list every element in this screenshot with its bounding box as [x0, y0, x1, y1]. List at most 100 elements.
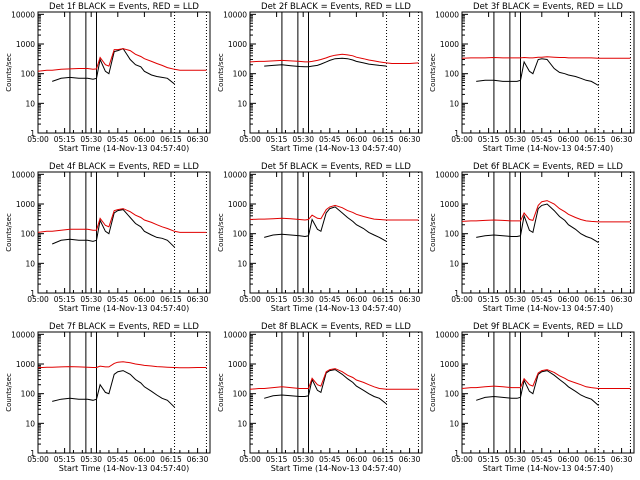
lld-series-line: [249, 53, 419, 64]
y-tick-label: 10: [25, 259, 35, 268]
x-tick-label: 06:00: [558, 295, 580, 304]
chart-title: Det 1f BLACK = Events, RED = LLD: [49, 2, 199, 12]
x-tick-label: 05:00: [239, 135, 261, 144]
y-axis-label: Counts/sec: [5, 53, 13, 92]
events-series-line: [476, 58, 599, 86]
chart-panel: Det 5f BLACK = Events, RED = LLD 1 10 100 10…: [217, 162, 423, 313]
events-series-line: [264, 206, 387, 242]
x-tick-label: 06:30: [611, 455, 633, 464]
plot-frame: [249, 171, 423, 294]
y-axis-label: Counts/sec: [217, 213, 225, 252]
x-tick-label: 06:15: [160, 455, 182, 464]
y-tick-label: 1000: [228, 360, 247, 369]
y-axis-label: Counts/sec: [217, 53, 225, 92]
x-tick-label: 05:00: [27, 135, 49, 144]
x-tick-label: 06:30: [187, 295, 209, 304]
x-tick-label: 05:30: [292, 295, 314, 304]
lld-series-line: [37, 361, 207, 369]
x-tick-label: 05:00: [239, 295, 261, 304]
lld-series-line: [461, 56, 631, 59]
y-tick-label: 1000: [228, 40, 247, 49]
chart-panel: Det 2f BLACK = Events, RED = LLD 1 10 100 10…: [217, 2, 423, 153]
y-tick-label: 100: [21, 230, 36, 239]
y-tick-label: 100: [445, 70, 460, 79]
y-tick-label: 100: [233, 70, 248, 79]
chart-title: Det 7f BLACK = Events, RED = LLD: [49, 322, 199, 332]
y-axis-label: Counts/sec: [429, 373, 437, 412]
x-tick-label: 05:30: [504, 135, 526, 144]
x-axis-label: Start Time (14-Nov-13 04:57:40): [59, 144, 189, 153]
x-tick-label: 06:00: [134, 455, 156, 464]
events-series-line: [476, 370, 599, 406]
lld-series-line: [461, 200, 631, 223]
y-tick-label: 1000: [440, 40, 459, 49]
events-series-line: [264, 57, 387, 68]
x-tick-label: 06:15: [372, 455, 394, 464]
y-tick-label: 100: [21, 70, 36, 79]
y-axis-label: Counts/sec: [429, 213, 437, 252]
x-tick-label: 06:15: [160, 135, 182, 144]
chart-title: Det 9f BLACK = Events, RED = LLD: [473, 322, 623, 332]
x-tick-label: 05:15: [54, 295, 76, 304]
x-tick-label: 06:15: [584, 295, 606, 304]
y-tick-label: 10000: [11, 170, 35, 179]
chart-title: Det 6f BLACK = Events, RED = LLD: [473, 162, 623, 172]
events-series-line: [52, 209, 175, 248]
y-tick-label: 1: [30, 289, 35, 298]
x-tick-label: 06:30: [399, 295, 421, 304]
y-tick-label: 1000: [16, 200, 35, 209]
y-tick-label: 100: [233, 230, 248, 239]
y-tick-label: 10: [449, 99, 459, 108]
y-axis-label: Counts/sec: [217, 373, 225, 412]
y-tick-label: 1: [242, 289, 247, 298]
x-tick-label: 05:15: [478, 135, 500, 144]
x-tick-label: 06:15: [372, 295, 394, 304]
plot-frame: [461, 331, 635, 454]
x-tick-label: 05:15: [54, 135, 76, 144]
x-tick-label: 06:30: [399, 135, 421, 144]
y-tick-label: 1000: [228, 200, 247, 209]
plot-frame: [249, 331, 423, 454]
y-tick-label: 100: [233, 390, 248, 399]
y-axis-label: Counts/sec: [5, 213, 13, 252]
lld-series-line: [249, 204, 419, 221]
x-axis-label: Start Time (14-Nov-13 04:57:40): [59, 464, 189, 473]
x-tick-label: 05:45: [107, 455, 129, 464]
events-series-line: [52, 370, 175, 408]
chart-title: Det 5f BLACK = Events, RED = LLD: [261, 162, 411, 172]
y-tick-label: 10000: [435, 330, 459, 339]
x-tick-label: 06:15: [584, 455, 606, 464]
y-tick-label: 10: [237, 419, 247, 428]
y-tick-label: 1: [454, 449, 459, 458]
plot-frame: [37, 171, 211, 294]
x-tick-label: 05:00: [239, 455, 261, 464]
y-tick-label: 1: [454, 129, 459, 138]
x-tick-label: 05:45: [531, 135, 553, 144]
chart-title: Det 2f BLACK = Events, RED = LLD: [261, 2, 411, 12]
x-tick-label: 06:00: [134, 135, 156, 144]
x-tick-label: 06:15: [584, 135, 606, 144]
x-tick-label: 06:30: [399, 455, 421, 464]
lld-series-line: [37, 48, 207, 72]
plot-frame: [461, 11, 635, 134]
chart-title: Det 4f BLACK = Events, RED = LLD: [49, 162, 199, 172]
chart-title: Det 8f BLACK = Events, RED = LLD: [261, 322, 411, 332]
x-tick-label: 06:30: [187, 135, 209, 144]
x-axis-label: Start Time (14-Nov-13 04:57:40): [483, 144, 613, 153]
x-axis-label: Start Time (14-Nov-13 04:57:40): [59, 304, 189, 313]
y-tick-label: 10: [237, 259, 247, 268]
x-axis-label: Start Time (14-Nov-13 04:57:40): [271, 144, 401, 153]
lld-series-line: [461, 369, 631, 389]
y-tick-label: 10000: [11, 10, 35, 19]
x-tick-label: 06:00: [558, 455, 580, 464]
x-axis-label: Start Time (14-Nov-13 04:57:40): [271, 304, 401, 313]
x-tick-label: 05:30: [292, 135, 314, 144]
y-tick-label: 10: [25, 99, 35, 108]
x-tick-label: 05:30: [80, 295, 102, 304]
y-tick-label: 10: [449, 259, 459, 268]
x-tick-label: 05:15: [54, 455, 76, 464]
y-tick-label: 1000: [16, 40, 35, 49]
x-tick-label: 05:00: [451, 455, 473, 464]
x-tick-label: 05:15: [266, 135, 288, 144]
